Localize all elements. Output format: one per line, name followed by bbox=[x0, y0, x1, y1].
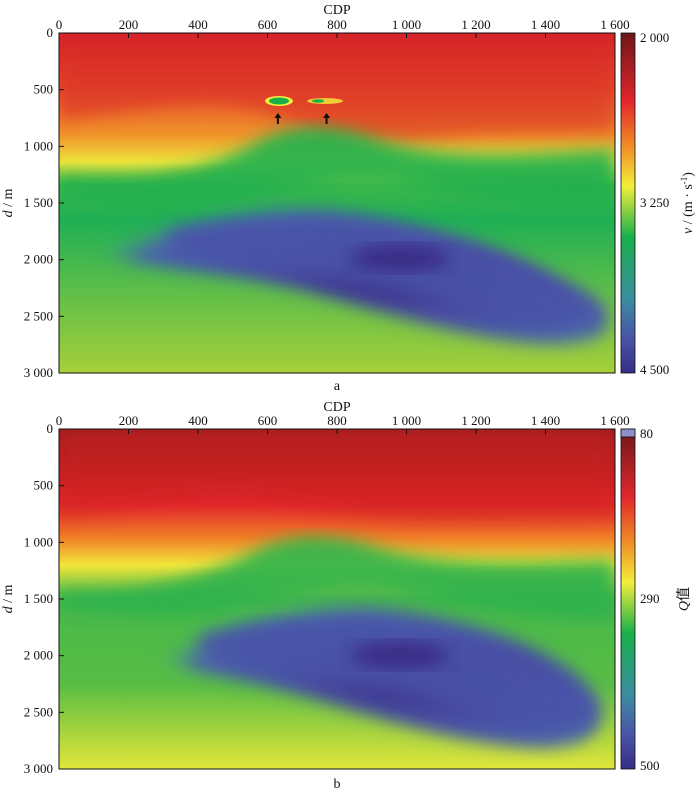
x-tick-label: 400 bbox=[188, 17, 208, 32]
x-tick-label: 1 000 bbox=[392, 413, 421, 428]
y-tick-label: 1 500 bbox=[24, 195, 53, 210]
colorbar-tick-label: 4 500 bbox=[640, 362, 669, 377]
x-tick-label: 1 200 bbox=[461, 413, 490, 428]
y-tick-label: 500 bbox=[34, 478, 54, 493]
y-tick-label: 500 bbox=[34, 82, 54, 97]
x-ticks-a: 0 200 400 600 800 1 000 1 200 1 400 1 600 bbox=[56, 17, 630, 38]
velocity-heatmap bbox=[59, 33, 615, 373]
velocity-panel: 0 200 400 600 800 1 000 1 200 1 400 1 600 0 500 1 … bbox=[1, 3, 696, 394]
colorbar-tick-label: 500 bbox=[640, 758, 660, 773]
x-tick-label: 0 bbox=[56, 17, 63, 32]
y-tick-label: 2 000 bbox=[24, 648, 53, 663]
marker-arrow bbox=[323, 113, 331, 124]
x-tick-label: 800 bbox=[327, 413, 347, 428]
colorbar-tick-label: 80 bbox=[640, 426, 653, 441]
x-tick-label: 1 600 bbox=[600, 17, 629, 32]
y-tick-label: 2 000 bbox=[24, 252, 53, 267]
x-axis-label-a: CDP bbox=[323, 3, 350, 18]
x-tick-label: 0 bbox=[56, 413, 63, 428]
colorbar-label-a: v / (m · s-1) bbox=[679, 172, 696, 234]
y-tick-label: 1 000 bbox=[24, 138, 53, 153]
x-tick-label: 1 000 bbox=[392, 17, 421, 32]
x-tick-label: 600 bbox=[258, 413, 278, 428]
colorbar-a: 2 000 3 250 4 500 v / (m · s-1) bbox=[620, 30, 696, 377]
y-axis-label-a: d / m bbox=[1, 189, 16, 218]
y-tick-label: 1 000 bbox=[24, 534, 53, 549]
x-tick-label: 200 bbox=[119, 413, 139, 428]
panel-label-b: b bbox=[334, 777, 341, 792]
y-tick-label: 0 bbox=[47, 25, 54, 40]
x-tick-label: 600 bbox=[258, 17, 278, 32]
x-tick-label: 200 bbox=[119, 17, 139, 32]
y-tick-label: 2 500 bbox=[24, 704, 53, 719]
x-tick-label: 1 600 bbox=[600, 413, 629, 428]
y-tick-label: 3 000 bbox=[24, 761, 53, 776]
x-axis-label-b: CDP bbox=[323, 400, 350, 415]
q-heatmap bbox=[59, 429, 615, 769]
panel-label-a: a bbox=[334, 379, 341, 394]
marker-arrow bbox=[274, 113, 282, 124]
y-tick-label: 1 500 bbox=[24, 591, 53, 606]
anomaly-markers bbox=[274, 113, 331, 124]
y-tick-label: 2 500 bbox=[24, 308, 53, 323]
colorbar-tick-label: 290 bbox=[640, 591, 660, 606]
colorbar-label-b: Q值 bbox=[676, 587, 692, 611]
y-axis-label-b: d / m bbox=[1, 585, 16, 614]
y-ticks-a: 0 500 1 000 1 500 2 000 2 500 3 000 bbox=[24, 25, 64, 380]
colorbar-tick-label: 3 250 bbox=[640, 195, 669, 210]
colorbar-b: 80 290 500 Q值 bbox=[620, 426, 692, 773]
y-tick-label: 0 bbox=[47, 421, 54, 436]
x-tick-label: 800 bbox=[327, 17, 347, 32]
x-tick-label: 400 bbox=[188, 413, 208, 428]
x-tick-label: 1 200 bbox=[461, 17, 490, 32]
y-tick-label: 3 000 bbox=[24, 365, 53, 380]
x-tick-label: 1 400 bbox=[531, 413, 560, 428]
colorbar-tick-label: 2 000 bbox=[640, 30, 669, 45]
x-ticks-b: 0 200 400 600 800 1 000 1 200 1 400 1 600 bbox=[56, 413, 630, 434]
y-ticks-b: 0 500 1 000 1 500 2 000 2 500 3 000 bbox=[24, 421, 64, 776]
q-value-panel: 0 200 400 600 800 1 000 1 200 1 400 1 600 0 500 1 … bbox=[1, 400, 692, 792]
x-tick-label: 1 400 bbox=[531, 17, 560, 32]
